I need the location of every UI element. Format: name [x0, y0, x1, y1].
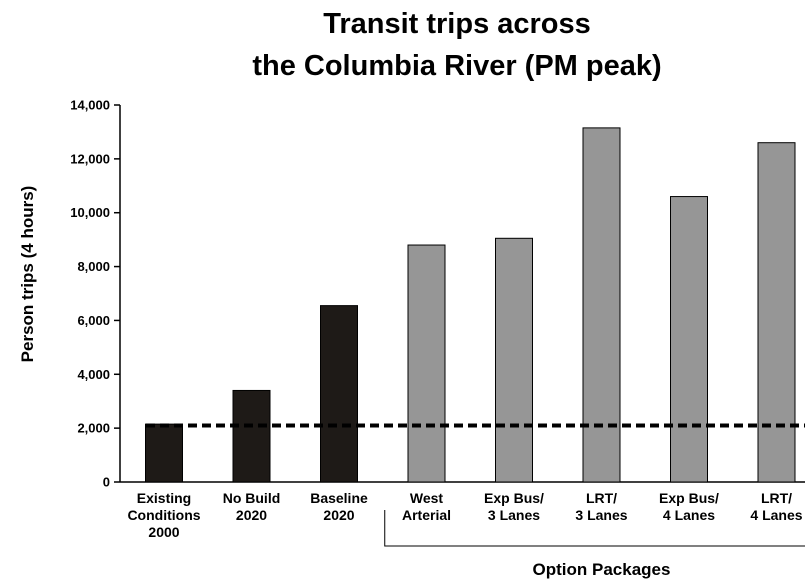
- category-label: LRT/: [761, 490, 792, 506]
- y-tick-label: 6,000: [77, 313, 110, 328]
- bracket-line: [384, 510, 805, 547]
- category-label: Conditions: [127, 507, 200, 523]
- chart-title-line-2: the Columbia River (PM peak): [252, 50, 661, 82]
- bar: [320, 305, 358, 483]
- bar: [232, 389, 271, 483]
- category-label: 4 Lanes: [750, 507, 802, 523]
- category-label: West: [410, 490, 444, 506]
- y-ticks: 0 2,000 4,000 6,000 8,000 10,000 12,000 14,000: [70, 98, 120, 490]
- y-tick-label: 8,000: [77, 259, 110, 274]
- bars: [145, 127, 796, 483]
- bar: [582, 127, 621, 483]
- category-label: LRT/: [586, 490, 617, 506]
- category-label: 2020: [236, 507, 267, 523]
- bar: [757, 142, 796, 483]
- bar: [670, 196, 708, 483]
- category-label: No Build: [223, 490, 281, 506]
- option-packages-bracket: Option Packages: [384, 510, 805, 579]
- category-label: 2000: [148, 524, 179, 540]
- bar: [495, 237, 533, 483]
- y-tick-label: 0: [103, 475, 110, 490]
- y-tick-label: 12,000: [70, 151, 110, 166]
- y-tick-label: 4,000: [77, 367, 110, 382]
- bar: [145, 423, 183, 483]
- category-label: Existing: [137, 490, 191, 506]
- category-label: Arterial: [402, 507, 451, 523]
- y-axis-label: Person trips (4 hours): [18, 186, 37, 363]
- category-label: Exp Bus/: [484, 490, 544, 506]
- category-label: Baseline: [310, 490, 368, 506]
- category-label: Exp Bus/: [659, 490, 719, 506]
- category-label: 3 Lanes: [575, 507, 627, 523]
- category-label: 4 Lanes: [663, 507, 715, 523]
- category-label: 3 Lanes: [488, 507, 540, 523]
- y-tick-label: 10,000: [70, 205, 110, 220]
- y-tick-label: 2,000: [77, 421, 110, 436]
- chart-title-line-1: Transit trips across: [323, 8, 591, 40]
- category-label: 2020: [323, 507, 354, 523]
- group-label: Option Packages: [533, 560, 671, 579]
- bar: [407, 244, 446, 483]
- y-tick-label: 14,000: [70, 98, 110, 113]
